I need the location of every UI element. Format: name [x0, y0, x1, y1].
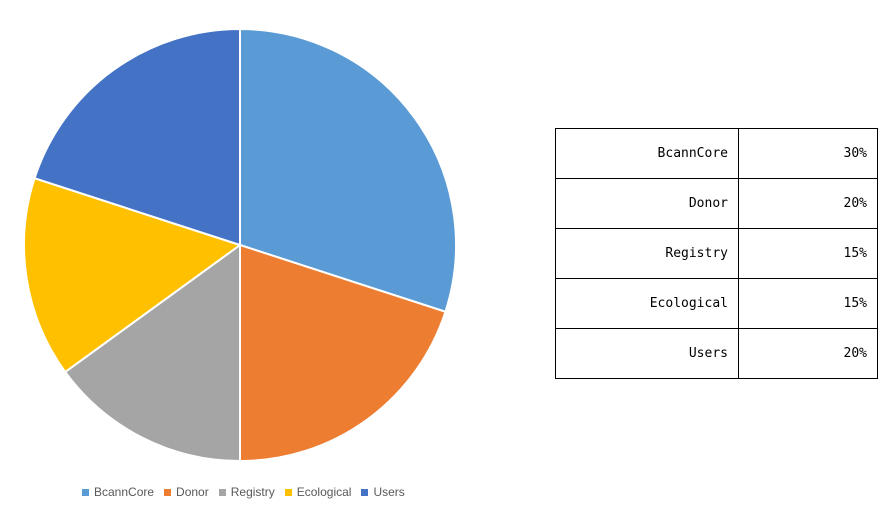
table-row: Users 20% [555, 328, 878, 379]
legend-item-donor: Donor [164, 485, 209, 499]
table-cell-name: Registry [555, 228, 739, 279]
table-cell-value: 15% [738, 228, 878, 279]
table-cell-value: 30% [738, 128, 878, 179]
pie-chart [23, 27, 457, 463]
legend-label: Registry [230, 485, 275, 499]
pie-slice-users [33, 27, 241, 247]
pie-slice-bcanncore [239, 27, 457, 314]
table-row: BcannCore 30% [555, 128, 878, 179]
legend-swatch-icon [361, 488, 369, 496]
table-cell-name: Ecological [555, 278, 739, 329]
table-cell-value: 15% [738, 278, 878, 329]
pie-chart-svg [23, 27, 457, 463]
legend-swatch-icon [218, 488, 226, 496]
legend-label: Donor [176, 485, 209, 499]
legend-swatch-icon [164, 488, 172, 496]
percentage-table: BcannCore 30% Donor 20% Registry 15% Eco… [555, 128, 878, 379]
table-cell-name: BcannCore [555, 128, 739, 179]
legend-label: Users [373, 485, 405, 499]
legend-item-bcanncore: BcannCore [82, 485, 154, 499]
legend-label: BcannCore [94, 485, 155, 499]
table-row: Donor 20% [555, 178, 878, 229]
table-cell-value: 20% [738, 328, 878, 379]
chart-legend: BcannCore Donor Registry Ecological User… [82, 484, 405, 500]
legend-item-ecological: Ecological [284, 485, 352, 499]
table-cell-name: Users [555, 328, 739, 379]
legend-item-registry: Registry [218, 485, 275, 499]
table-row: Registry 15% [555, 228, 878, 279]
table-row: Ecological 15% [555, 278, 878, 329]
pie-slice-ecological [23, 176, 243, 374]
table-cell-name: Donor [555, 178, 739, 229]
pie-slice-donor [239, 243, 447, 463]
legend-swatch-icon [284, 488, 292, 496]
table-cell-value: 20% [738, 178, 878, 229]
legend-item-users: Users [361, 485, 405, 499]
legend-swatch-icon [82, 488, 89, 496]
legend-label: Ecological [296, 485, 352, 499]
pie-slice-registry [63, 243, 241, 463]
